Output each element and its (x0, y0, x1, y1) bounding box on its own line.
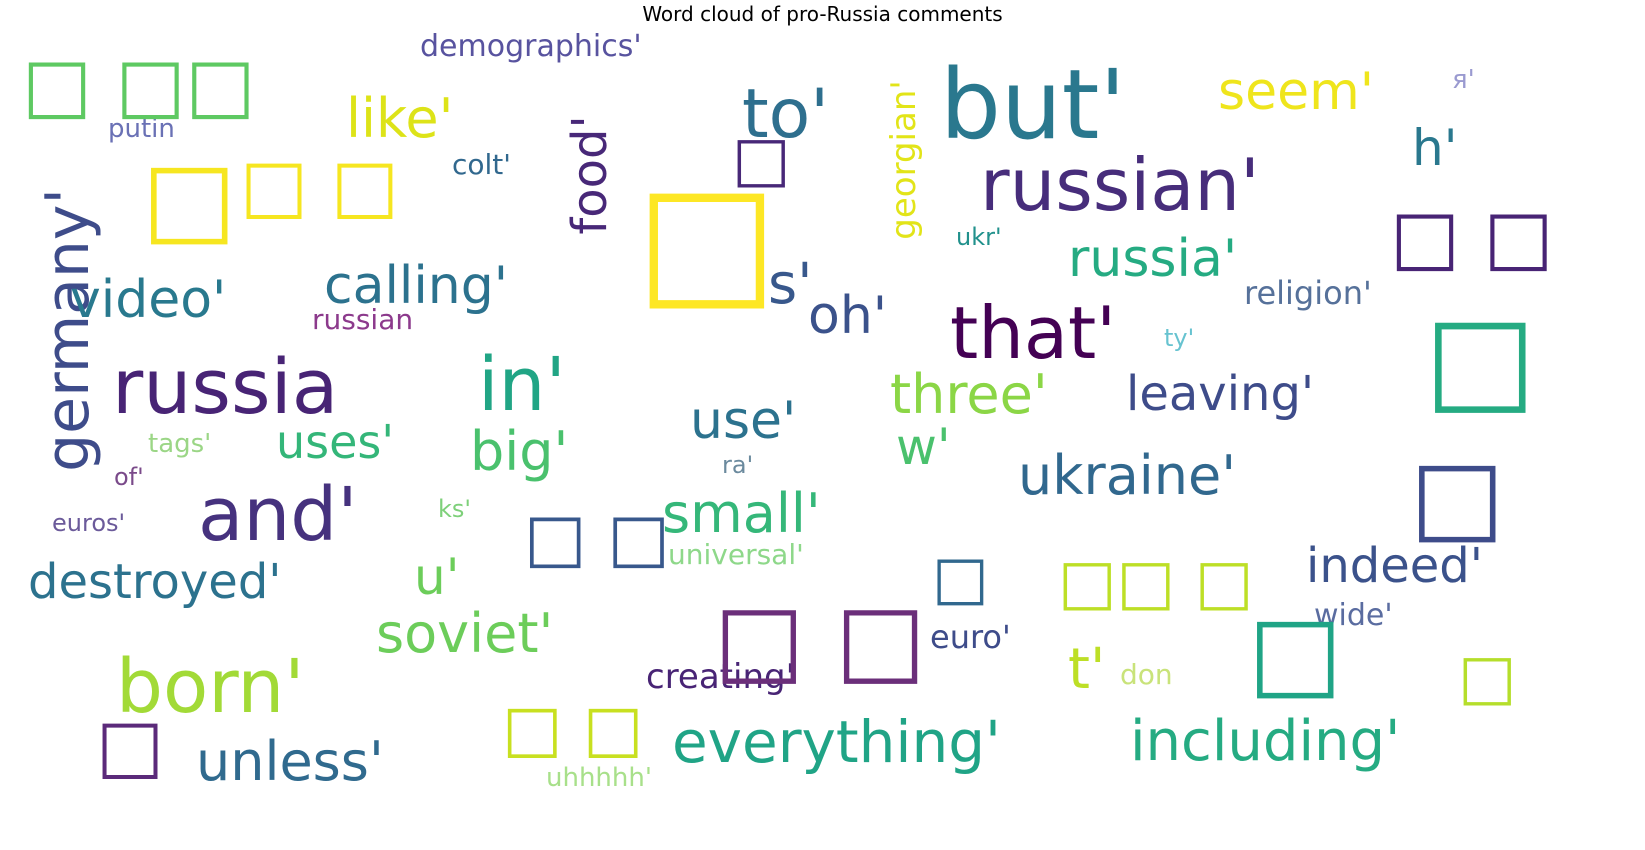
word-35: georgian' (884, 80, 924, 239)
word-16: h' (1412, 119, 1457, 177)
word-58: □ (732, 122, 791, 195)
word-65: □ □ (714, 583, 926, 695)
word-15: seem' (1218, 62, 1374, 122)
word-67: □ (1458, 640, 1517, 713)
word-59: □ □ (1390, 194, 1553, 280)
word-25: calling' (324, 256, 508, 316)
word-36: demographics' (420, 29, 642, 64)
word-69: □ □ (502, 692, 643, 766)
word-47: ks' (438, 495, 471, 523)
word-29: u' (414, 548, 459, 606)
word-28: destroyed' (28, 554, 281, 610)
word-14: like' (346, 87, 453, 150)
word-45: ra' (722, 451, 753, 479)
word-62: □ □ (524, 499, 670, 576)
word-30: indeed' (1306, 538, 1483, 594)
word-54: □ □□ (22, 42, 255, 128)
word-3: russia (112, 342, 338, 431)
word-4: in' (478, 342, 566, 428)
word-33: unless' (196, 730, 384, 793)
word-51: don (1120, 658, 1173, 691)
word-38: colt' (452, 148, 511, 181)
word-26: food' (562, 115, 618, 234)
word-46: euros' (52, 509, 125, 537)
word-55: □ (142, 139, 236, 256)
word-31: soviet' (376, 602, 553, 665)
word-1: russian' (980, 143, 1260, 227)
word-27: small' (662, 482, 821, 545)
word-68: □ (96, 703, 164, 787)
word-13: ukraine' (1018, 444, 1236, 507)
word-8: germany' (33, 188, 103, 472)
word-53: я' (1452, 65, 1475, 95)
word-0: but' (940, 49, 1126, 161)
word-56: □ □ (240, 143, 399, 227)
word-44: of' (114, 463, 144, 491)
word-17: s' (768, 252, 813, 317)
word-10: including' (1130, 709, 1400, 774)
word-19: three' (890, 363, 1048, 426)
word-23: w' (896, 418, 951, 476)
word-40: ukr' (956, 223, 1002, 251)
word-2: that' (950, 291, 1116, 375)
word-20: use' (690, 391, 796, 451)
word-63: □ (932, 543, 989, 613)
word-49: euro' (930, 618, 1011, 656)
word-12: russia' (1068, 229, 1237, 289)
word-24: leaving' (1126, 366, 1314, 422)
word-11: video' (70, 270, 226, 330)
word-21: big' (470, 420, 568, 483)
word-9: everything' (672, 708, 1001, 776)
word-32: t' (1068, 637, 1105, 702)
word-41: russian (312, 303, 413, 336)
word-7: to' (742, 75, 829, 154)
word-42: ty' (1164, 324, 1194, 352)
word-66: □ (1248, 593, 1342, 710)
word-34: creating' (646, 657, 795, 697)
word-5: and' (198, 472, 358, 558)
word-6: born' (116, 644, 305, 730)
word-18: oh' (808, 286, 887, 346)
word-57: □ (636, 152, 778, 326)
word-22: uses' (276, 415, 394, 469)
chart-title: Word cloud of pro-Russia comments (642, 2, 1003, 26)
word-64: □□ □ (1058, 545, 1253, 618)
word-48: universal' (668, 538, 804, 571)
word-39: religion' (1244, 274, 1372, 312)
word-43: tags' (148, 429, 211, 459)
word-50: wide' (1314, 598, 1393, 633)
word-61: □ (1410, 437, 1504, 554)
word-52: uhhhhh' (546, 763, 652, 793)
word-60: □ (1401, 312, 1539, 424)
word-37: putin (108, 114, 175, 144)
